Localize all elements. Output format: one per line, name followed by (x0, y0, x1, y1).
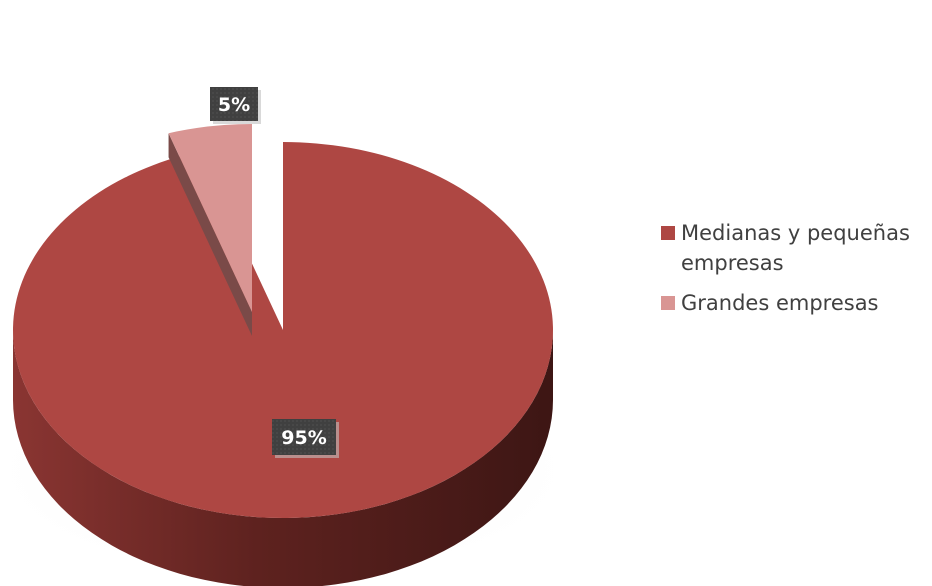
legend-item: Grandes empresas (661, 288, 931, 318)
legend-item: Medianas y pequeñas empresas (661, 218, 931, 278)
data-label-medianas: 95% (272, 419, 339, 458)
legend-label: Grandes empresas (681, 288, 931, 318)
chart-legend: Medianas y pequeñas empresas Grandes empr… (661, 218, 931, 328)
legend-swatch (661, 226, 675, 240)
data-label-text: 95% (281, 427, 326, 449)
data-label-text: 5% (218, 94, 250, 116)
pie-slice-medianas-y-pequenas[interactable] (13, 142, 553, 518)
legend-swatch (661, 296, 675, 310)
legend-label: Medianas y pequeñas empresas (681, 218, 931, 278)
data-label-grandes: 5% (210, 87, 261, 124)
